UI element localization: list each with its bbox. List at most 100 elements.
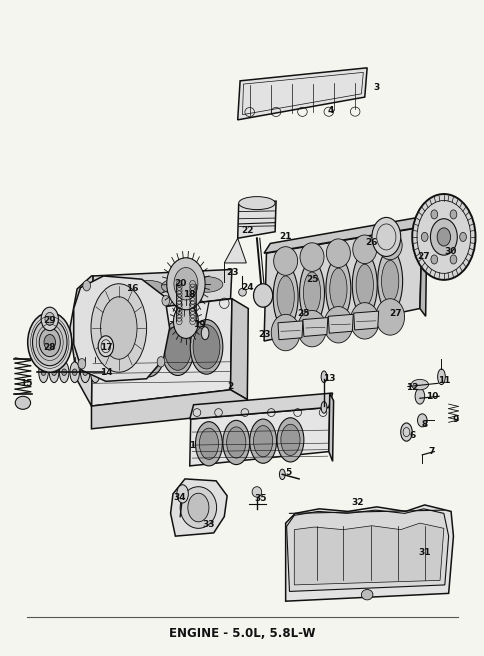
Ellipse shape [273, 247, 297, 276]
Polygon shape [302, 318, 327, 337]
Text: 3: 3 [373, 83, 379, 92]
Ellipse shape [78, 359, 86, 369]
Ellipse shape [187, 493, 209, 522]
Ellipse shape [177, 485, 188, 503]
Ellipse shape [303, 272, 320, 314]
Text: 17: 17 [99, 343, 112, 352]
Text: 5: 5 [284, 468, 290, 477]
Ellipse shape [136, 327, 162, 371]
Ellipse shape [28, 312, 72, 372]
Ellipse shape [252, 487, 261, 497]
Polygon shape [91, 390, 247, 429]
Ellipse shape [361, 590, 372, 600]
Ellipse shape [421, 232, 427, 241]
Ellipse shape [253, 426, 272, 457]
Ellipse shape [249, 419, 276, 463]
Ellipse shape [133, 281, 165, 296]
Ellipse shape [44, 335, 55, 350]
Ellipse shape [199, 428, 218, 459]
Ellipse shape [430, 255, 437, 264]
Polygon shape [277, 321, 302, 340]
Text: 4: 4 [327, 106, 333, 115]
Text: 25: 25 [305, 275, 318, 283]
Ellipse shape [377, 250, 402, 312]
Polygon shape [230, 298, 248, 400]
Text: 34: 34 [173, 493, 186, 502]
Ellipse shape [164, 326, 191, 370]
Ellipse shape [174, 268, 197, 300]
Text: 32: 32 [350, 498, 363, 507]
Text: 23: 23 [257, 330, 270, 339]
Text: 22: 22 [241, 226, 253, 235]
Text: 9: 9 [452, 415, 458, 424]
Ellipse shape [180, 487, 216, 528]
Text: 25: 25 [297, 309, 309, 318]
Polygon shape [328, 393, 333, 461]
Ellipse shape [351, 254, 377, 316]
Ellipse shape [400, 423, 411, 441]
Ellipse shape [371, 217, 400, 256]
Text: 29: 29 [43, 316, 56, 325]
Text: 12: 12 [406, 383, 418, 392]
Text: 13: 13 [322, 374, 334, 383]
Ellipse shape [320, 371, 326, 382]
Ellipse shape [349, 302, 378, 339]
Ellipse shape [375, 298, 404, 335]
Text: 8: 8 [421, 420, 427, 429]
Ellipse shape [157, 357, 165, 367]
Ellipse shape [276, 418, 303, 462]
Polygon shape [237, 201, 275, 238]
Ellipse shape [276, 276, 294, 318]
Polygon shape [353, 311, 378, 330]
Ellipse shape [104, 323, 136, 378]
Ellipse shape [279, 469, 285, 480]
Polygon shape [286, 509, 448, 592]
Ellipse shape [437, 369, 444, 384]
Text: 11: 11 [437, 375, 449, 384]
Ellipse shape [59, 362, 69, 382]
Polygon shape [189, 407, 329, 466]
Ellipse shape [104, 283, 136, 298]
Ellipse shape [45, 312, 54, 325]
Ellipse shape [459, 232, 466, 241]
Polygon shape [74, 276, 169, 381]
Ellipse shape [15, 396, 30, 409]
Ellipse shape [449, 255, 456, 264]
Ellipse shape [297, 310, 326, 347]
Ellipse shape [32, 319, 67, 366]
Text: 10: 10 [425, 392, 437, 401]
Ellipse shape [449, 210, 456, 219]
Ellipse shape [411, 194, 474, 280]
Text: ENGINE - 5.0L, 5.8L-W: ENGINE - 5.0L, 5.8L-W [169, 627, 315, 640]
Ellipse shape [72, 369, 77, 375]
Ellipse shape [352, 235, 376, 264]
Polygon shape [237, 68, 366, 120]
Ellipse shape [381, 260, 398, 302]
Ellipse shape [49, 362, 59, 382]
Polygon shape [91, 270, 231, 315]
Ellipse shape [238, 197, 274, 210]
Ellipse shape [378, 231, 401, 260]
Text: 19: 19 [193, 320, 205, 329]
Text: 15: 15 [19, 379, 32, 388]
Polygon shape [263, 216, 425, 253]
Ellipse shape [173, 304, 198, 338]
Ellipse shape [39, 328, 60, 357]
Text: 20: 20 [174, 279, 186, 288]
Ellipse shape [83, 281, 91, 291]
Ellipse shape [430, 210, 437, 219]
Ellipse shape [300, 243, 323, 272]
Ellipse shape [52, 369, 56, 375]
Ellipse shape [93, 369, 97, 375]
Ellipse shape [190, 319, 222, 374]
Ellipse shape [161, 279, 194, 294]
Ellipse shape [355, 264, 373, 306]
Ellipse shape [410, 379, 428, 390]
Text: 6: 6 [408, 431, 415, 440]
Ellipse shape [61, 369, 66, 375]
Text: 31: 31 [418, 548, 430, 557]
Ellipse shape [91, 362, 100, 382]
Ellipse shape [98, 336, 113, 357]
Ellipse shape [83, 369, 88, 375]
Ellipse shape [253, 284, 272, 307]
